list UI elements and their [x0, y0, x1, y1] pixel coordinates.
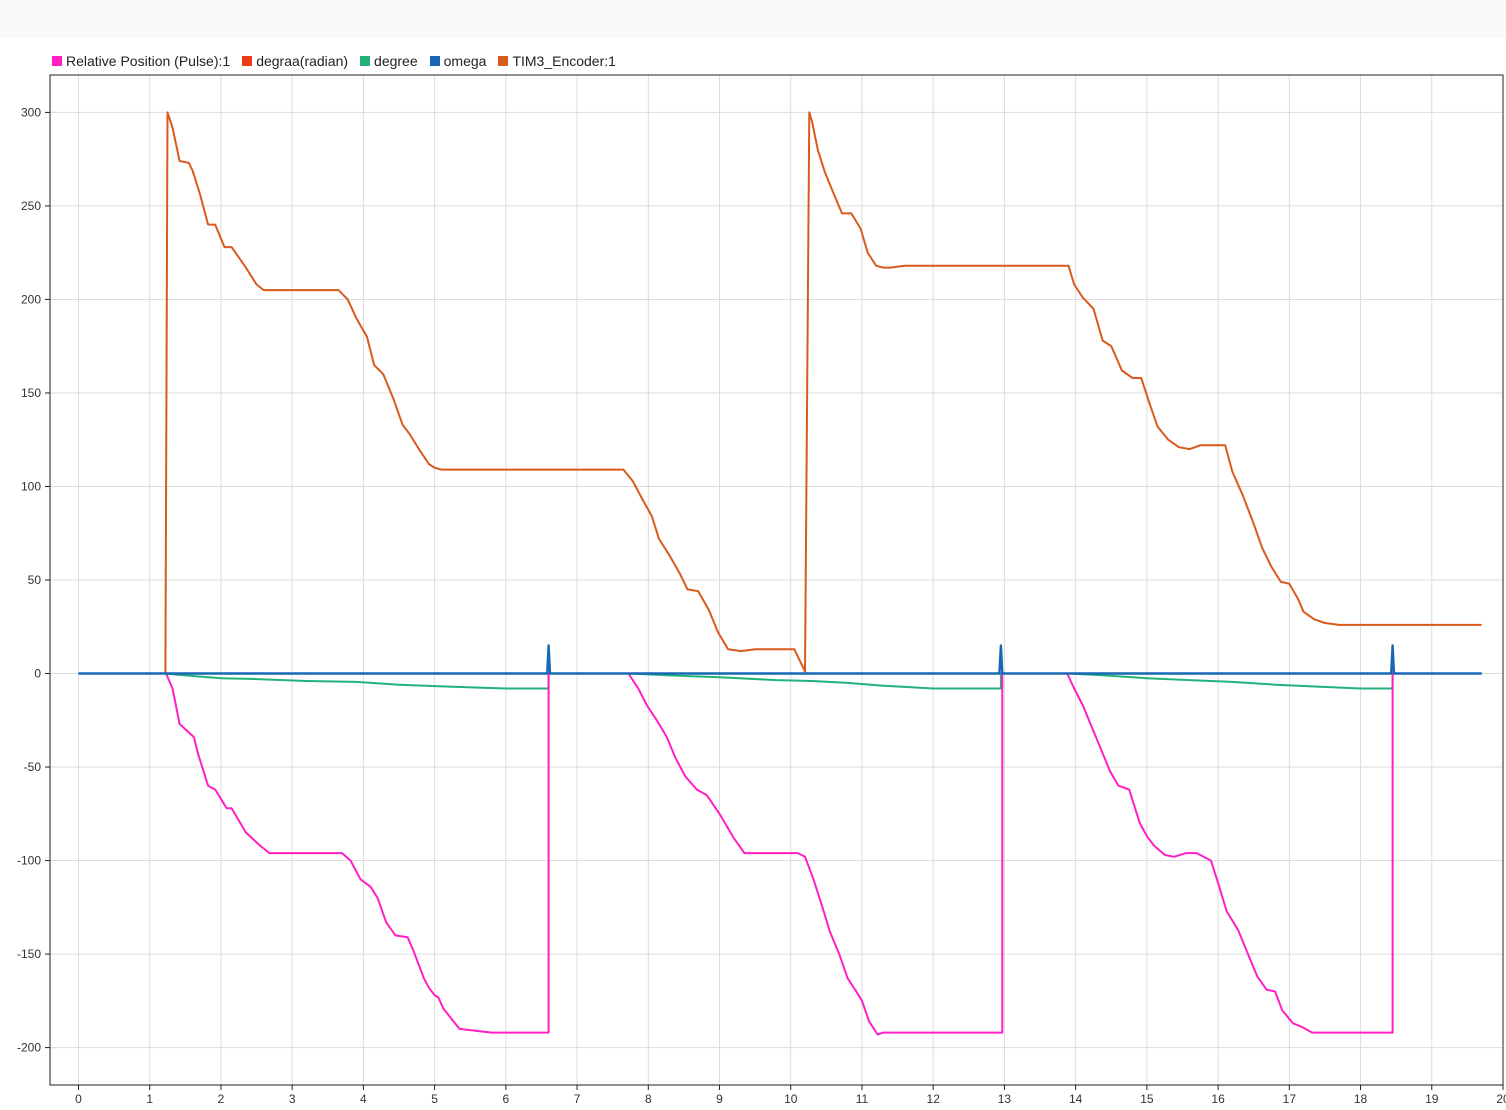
legend-label: omega	[443, 53, 487, 69]
legend-swatch	[429, 56, 440, 66]
x-tick-label: 9	[716, 1092, 723, 1106]
legend-item-degree[interactable]: degree	[360, 53, 418, 69]
legend-label: degree	[374, 53, 418, 69]
x-tick-label: 13	[998, 1092, 1012, 1106]
x-tick-label: 19	[1425, 1092, 1439, 1106]
x-tick-label: 11	[856, 1092, 869, 1106]
y-tick-label: -50	[24, 760, 42, 774]
y-tick-label: -100	[17, 854, 41, 868]
y-tick-label: -200	[17, 1041, 41, 1055]
y-tick-label: 50	[28, 573, 42, 587]
y-tick-label: -150	[17, 947, 41, 961]
x-tick-label: 0	[75, 1092, 82, 1106]
series-relative-position-line	[78, 672, 1482, 1036]
x-tick-label: 2	[218, 1092, 225, 1106]
series-lines	[78, 111, 1482, 1036]
x-tick-label: 20	[1496, 1092, 1506, 1106]
y-tick-label: 250	[21, 199, 41, 213]
x-tick-label: 5	[431, 1092, 438, 1106]
y-tick-label: 300	[21, 105, 41, 119]
x-tick-label: 1	[146, 1092, 153, 1106]
x-axis: 01234567891011121314151617181920	[75, 1085, 1506, 1106]
y-tick-label: 200	[21, 292, 41, 306]
legend-label: degraa(radian)	[256, 53, 349, 69]
legend-label: TIM3_Encoder:1	[512, 53, 616, 69]
x-tick-label: 7	[574, 1092, 581, 1106]
legend-swatch	[360, 56, 371, 66]
y-tick-label: 100	[21, 479, 41, 493]
legend-swatch	[242, 56, 253, 66]
series-degree-line	[78, 672, 1482, 690]
x-tick-label: 17	[1283, 1092, 1297, 1106]
y-tick-label: 150	[21, 386, 41, 400]
x-tick-label: 6	[502, 1092, 509, 1106]
x-tick-label: 8	[645, 1092, 652, 1106]
series-tim3-encoder-line	[78, 111, 1482, 675]
legend-item-omega[interactable]: omega	[429, 53, 487, 69]
x-tick-label: 18	[1354, 1092, 1368, 1106]
grid	[50, 75, 1504, 1085]
legend-item-relative-position[interactable]: Relative Position (Pulse):1	[52, 53, 230, 69]
series-omega-line	[78, 644, 1482, 675]
legend-swatch	[498, 56, 509, 66]
x-tick-label: 12	[927, 1092, 941, 1106]
legend-item-tim3-encoder[interactable]: TIM3_Encoder:1	[498, 53, 616, 69]
y-tick-label: 0	[34, 667, 41, 681]
legend-label: Relative Position (Pulse):1	[66, 53, 231, 69]
y-axis: 300 250 200 150 100 50 0 -50 -100 -150 -200	[17, 105, 50, 1055]
x-tick-label: 14	[1069, 1092, 1083, 1106]
x-tick-label: 10	[784, 1092, 798, 1106]
legend-item-degraa[interactable]: degraa(radian)	[242, 53, 348, 69]
legend: Relative Position (Pulse):1 degraa(radia…	[52, 52, 628, 70]
toolbar-strip	[0, 0, 1506, 38]
x-tick-label: 16	[1211, 1092, 1225, 1106]
x-tick-label: 4	[360, 1092, 367, 1106]
legend-swatch	[52, 56, 62, 66]
x-tick-label: 3	[289, 1092, 296, 1106]
x-tick-label: 15	[1140, 1092, 1154, 1106]
